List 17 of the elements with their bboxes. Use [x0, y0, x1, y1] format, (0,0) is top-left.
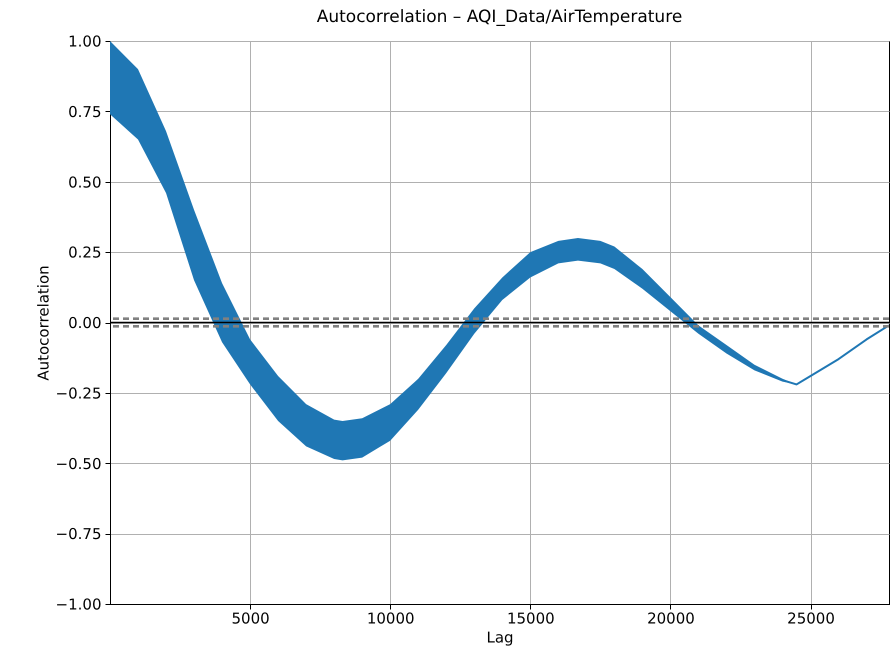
y-tick-label: 0.00	[68, 314, 102, 332]
y-tick-label: −0.50	[56, 454, 102, 473]
y-tick-label: −0.75	[56, 525, 102, 544]
y-axis-title: Autocorrelation	[34, 265, 53, 381]
y-tick-label: 0.50	[68, 173, 102, 192]
x-tick-label: 25000	[787, 610, 835, 628]
y-tick-label: 0.25	[68, 244, 102, 262]
x-tick-label: 20000	[647, 610, 695, 628]
chart-title: Autocorrelation – AQI_Data/AirTemperature	[316, 7, 682, 27]
y-tick-label: 0.75	[68, 102, 102, 121]
y-tick-label: 1.00	[68, 32, 102, 50]
x-axis-title: Lag	[486, 628, 514, 646]
x-tick-label: 15000	[506, 610, 555, 628]
y-tick-label: −0.25	[56, 384, 102, 402]
x-tick-label: 10000	[366, 610, 415, 628]
y-tick-label: −1.00	[56, 596, 102, 614]
x-tick-label: 5000	[231, 610, 270, 628]
